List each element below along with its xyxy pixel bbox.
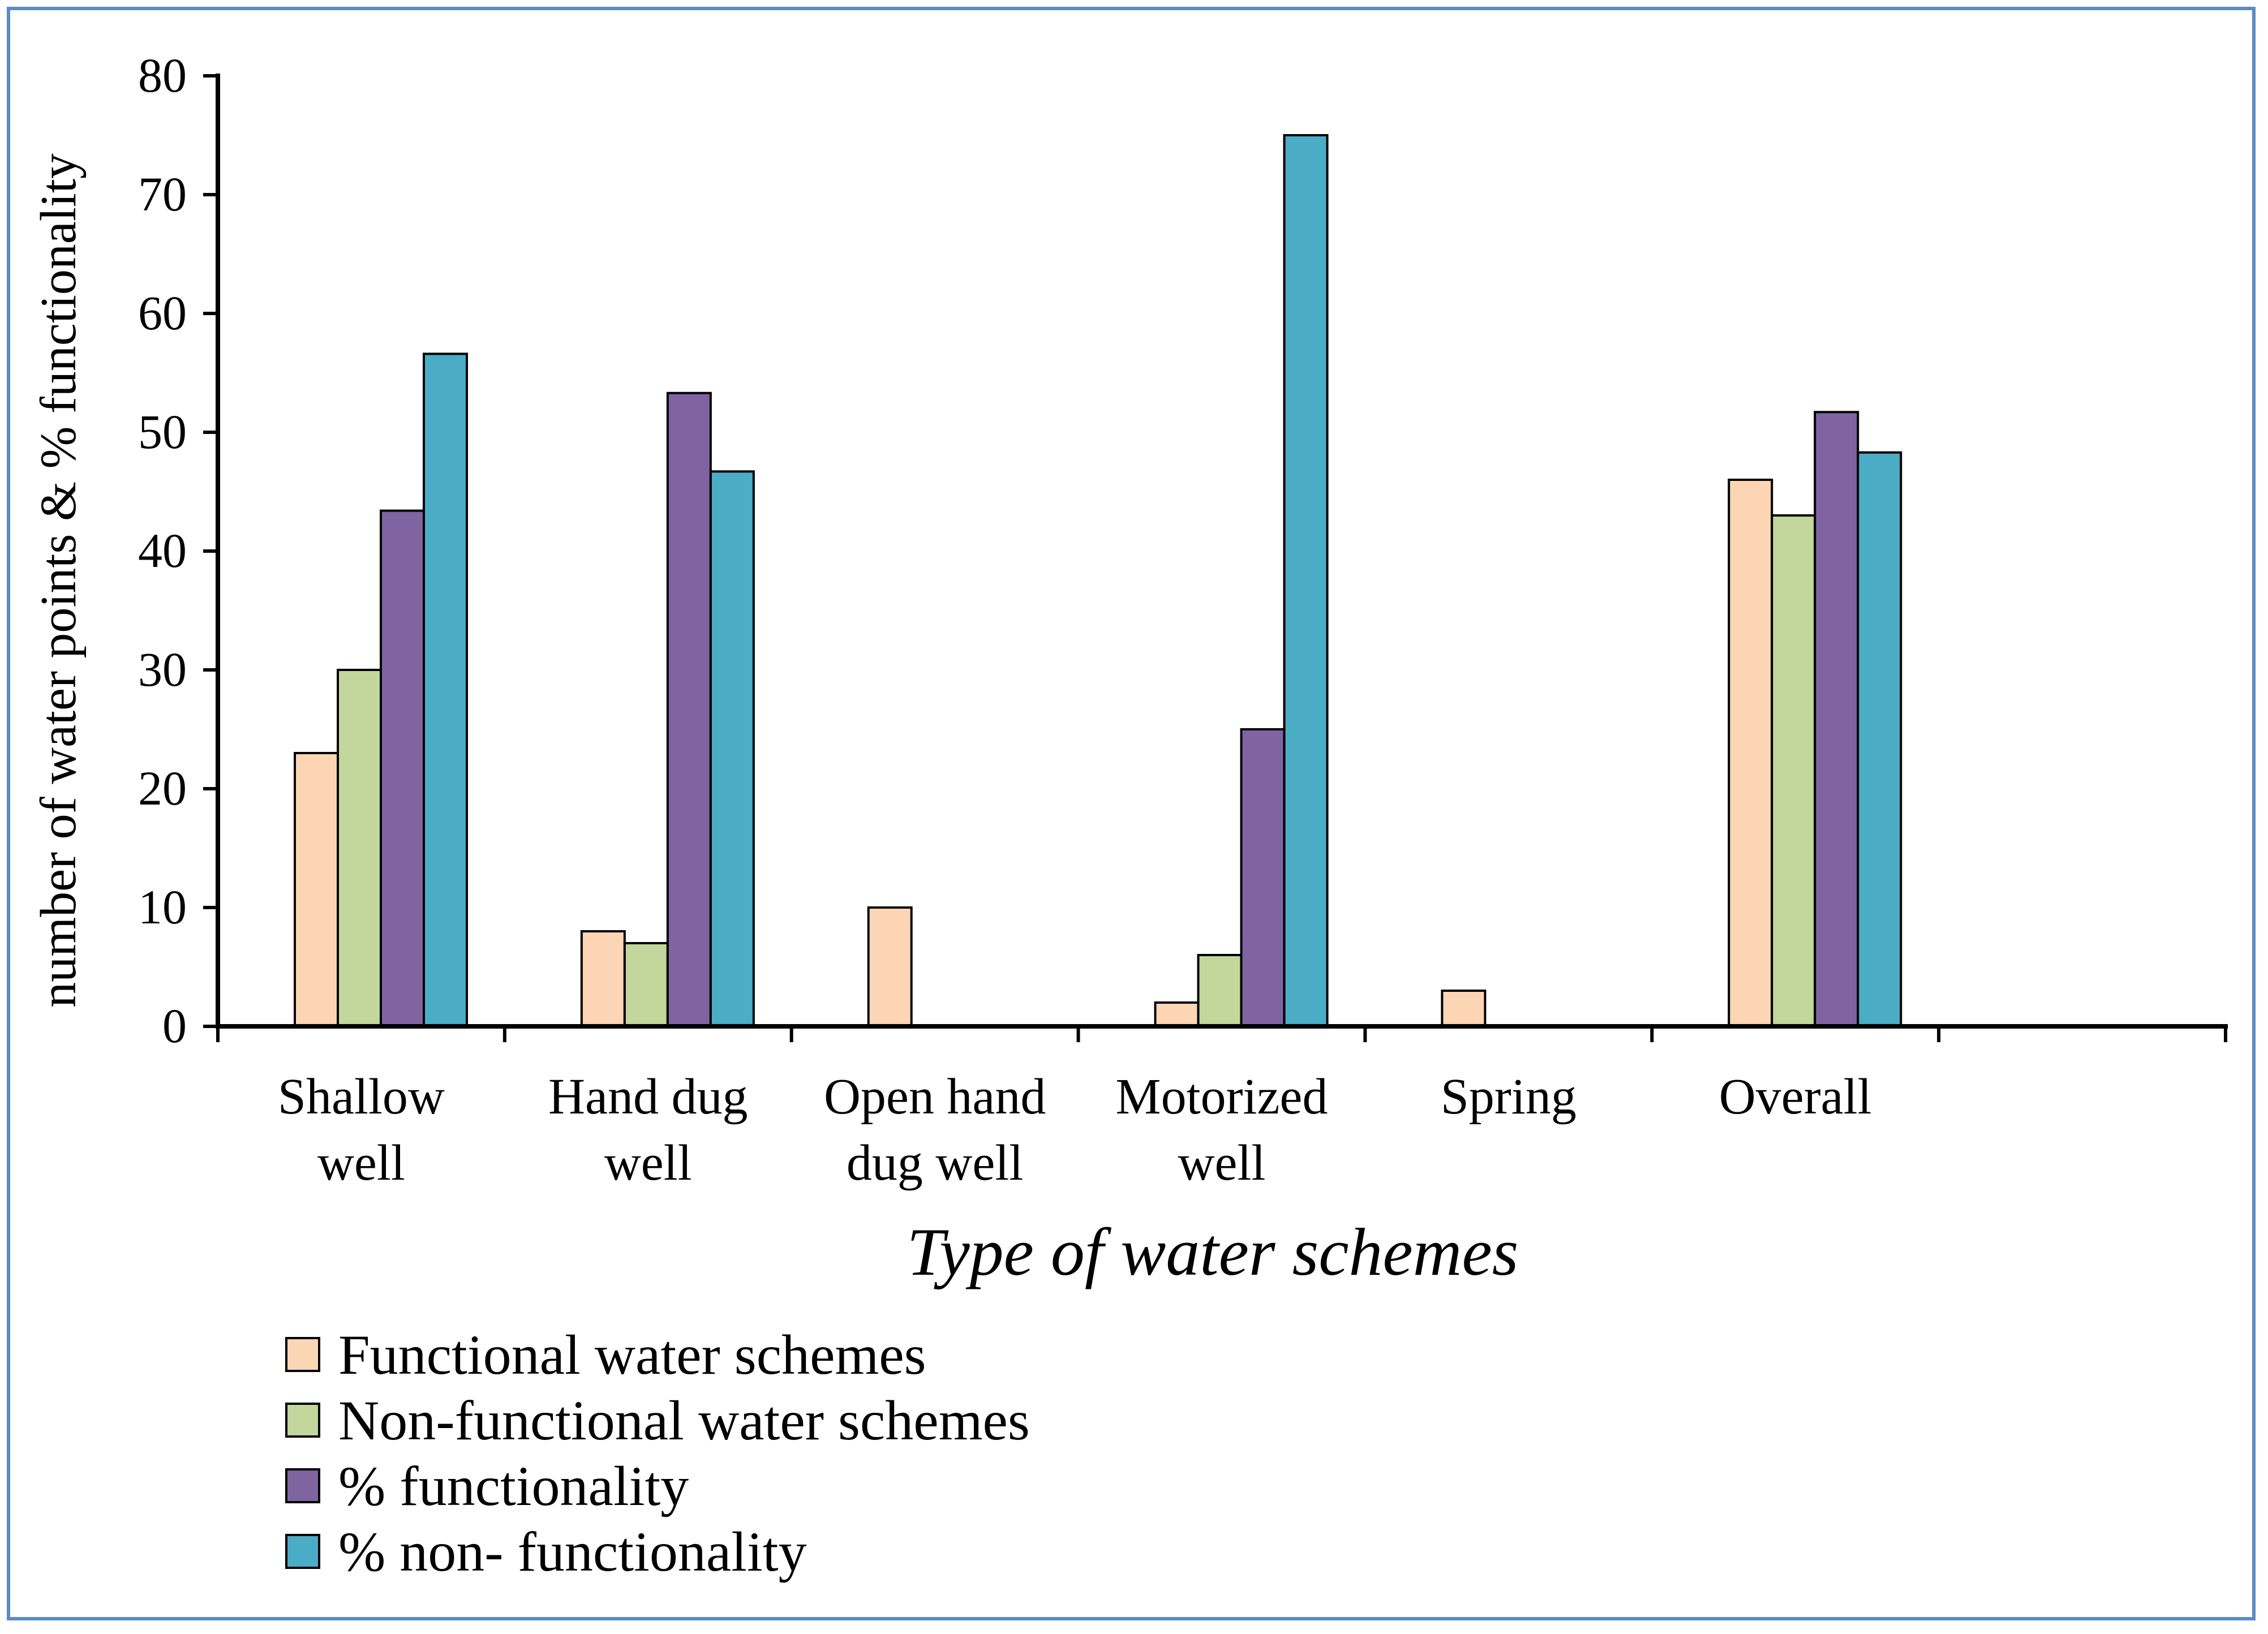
bar-4-series-2 [1197,954,1243,1027]
legend-swatch-1 [285,1337,320,1372]
bar-6-series-4 [1857,451,1902,1027]
y-tick-label-10: 10 [138,880,187,934]
legend-label-4: % non- functionality [338,1520,807,1583]
bar-4-series-3 [1240,728,1286,1027]
y-tick-label-0: 0 [162,999,187,1053]
legend-swatch-4 [285,1534,320,1569]
bar-1-series-4 [423,352,468,1027]
chart-frame: 0 10 20 30 40 50 60 70 80 Shallow well Hand dug well… [7,7,2256,1620]
bar-1-series-1 [294,752,339,1027]
bars-layer [294,134,1902,1028]
legend-label-2: Non-functional water schemes [338,1389,1030,1452]
bar-chart: 0 10 20 30 40 50 60 70 80 Shallow well Hand dug well… [31,48,2228,1583]
x-tick-label-2-line-2: well [604,1135,692,1191]
bar-6-series-1 [1728,479,1773,1027]
x-tick-label-5: Spring [1441,1069,1577,1125]
legend-label-1: Functional water schemes [338,1323,926,1386]
x-tick-label-3-line-2: dug well [847,1135,1023,1191]
y-tick-label-50: 50 [138,405,187,459]
x-tick-label-2-line-1: Hand dug [548,1069,748,1125]
y-tick-label-40: 40 [138,523,187,578]
bar-4-series-1 [1154,1001,1200,1027]
labels-layer: 0 10 20 30 40 50 60 70 80 Shallow well Hand dug well… [31,48,1872,1289]
bar-6-series-3 [1814,411,1859,1027]
bar-1-series-2 [337,669,382,1027]
bar-2-series-2 [623,942,669,1027]
y-tick-label-30: 30 [138,642,187,696]
x-tick-label-6: Overall [1719,1069,1872,1125]
bar-2-series-1 [580,930,626,1027]
bar-3-series-1 [867,906,913,1027]
bar-2-series-4 [709,470,755,1027]
bar-4-series-4 [1283,134,1329,1027]
x-tick-label-1-line-2: well [317,1135,405,1191]
y-tick-label-60: 60 [138,286,187,340]
bar-6-series-2 [1771,514,1816,1027]
y-tick-label-80: 80 [138,48,187,102]
x-tick-label-4-line-1: Motorized [1116,1069,1328,1125]
x-tick-label-3-line-1: Open hand [824,1069,1046,1125]
x-tick-label-4-line-2: well [1178,1135,1266,1191]
y-axis-title: number of water points & % functionality [31,153,87,1008]
x-axis-title: Type of water schemes [907,1214,1519,1289]
legend-label-3: % functionality [338,1455,689,1517]
x-tick-label-1-line-1: Shallow [278,1069,445,1125]
y-tick-label-70: 70 [138,167,187,221]
legend-swatch-3 [285,1468,320,1503]
y-tick-label-20: 20 [138,761,187,815]
axes-layer [203,74,2228,1042]
bar-2-series-3 [666,392,712,1028]
legend-swatch-2 [285,1403,320,1438]
bar-1-series-3 [380,509,425,1027]
bar-5-series-1 [1441,990,1487,1027]
